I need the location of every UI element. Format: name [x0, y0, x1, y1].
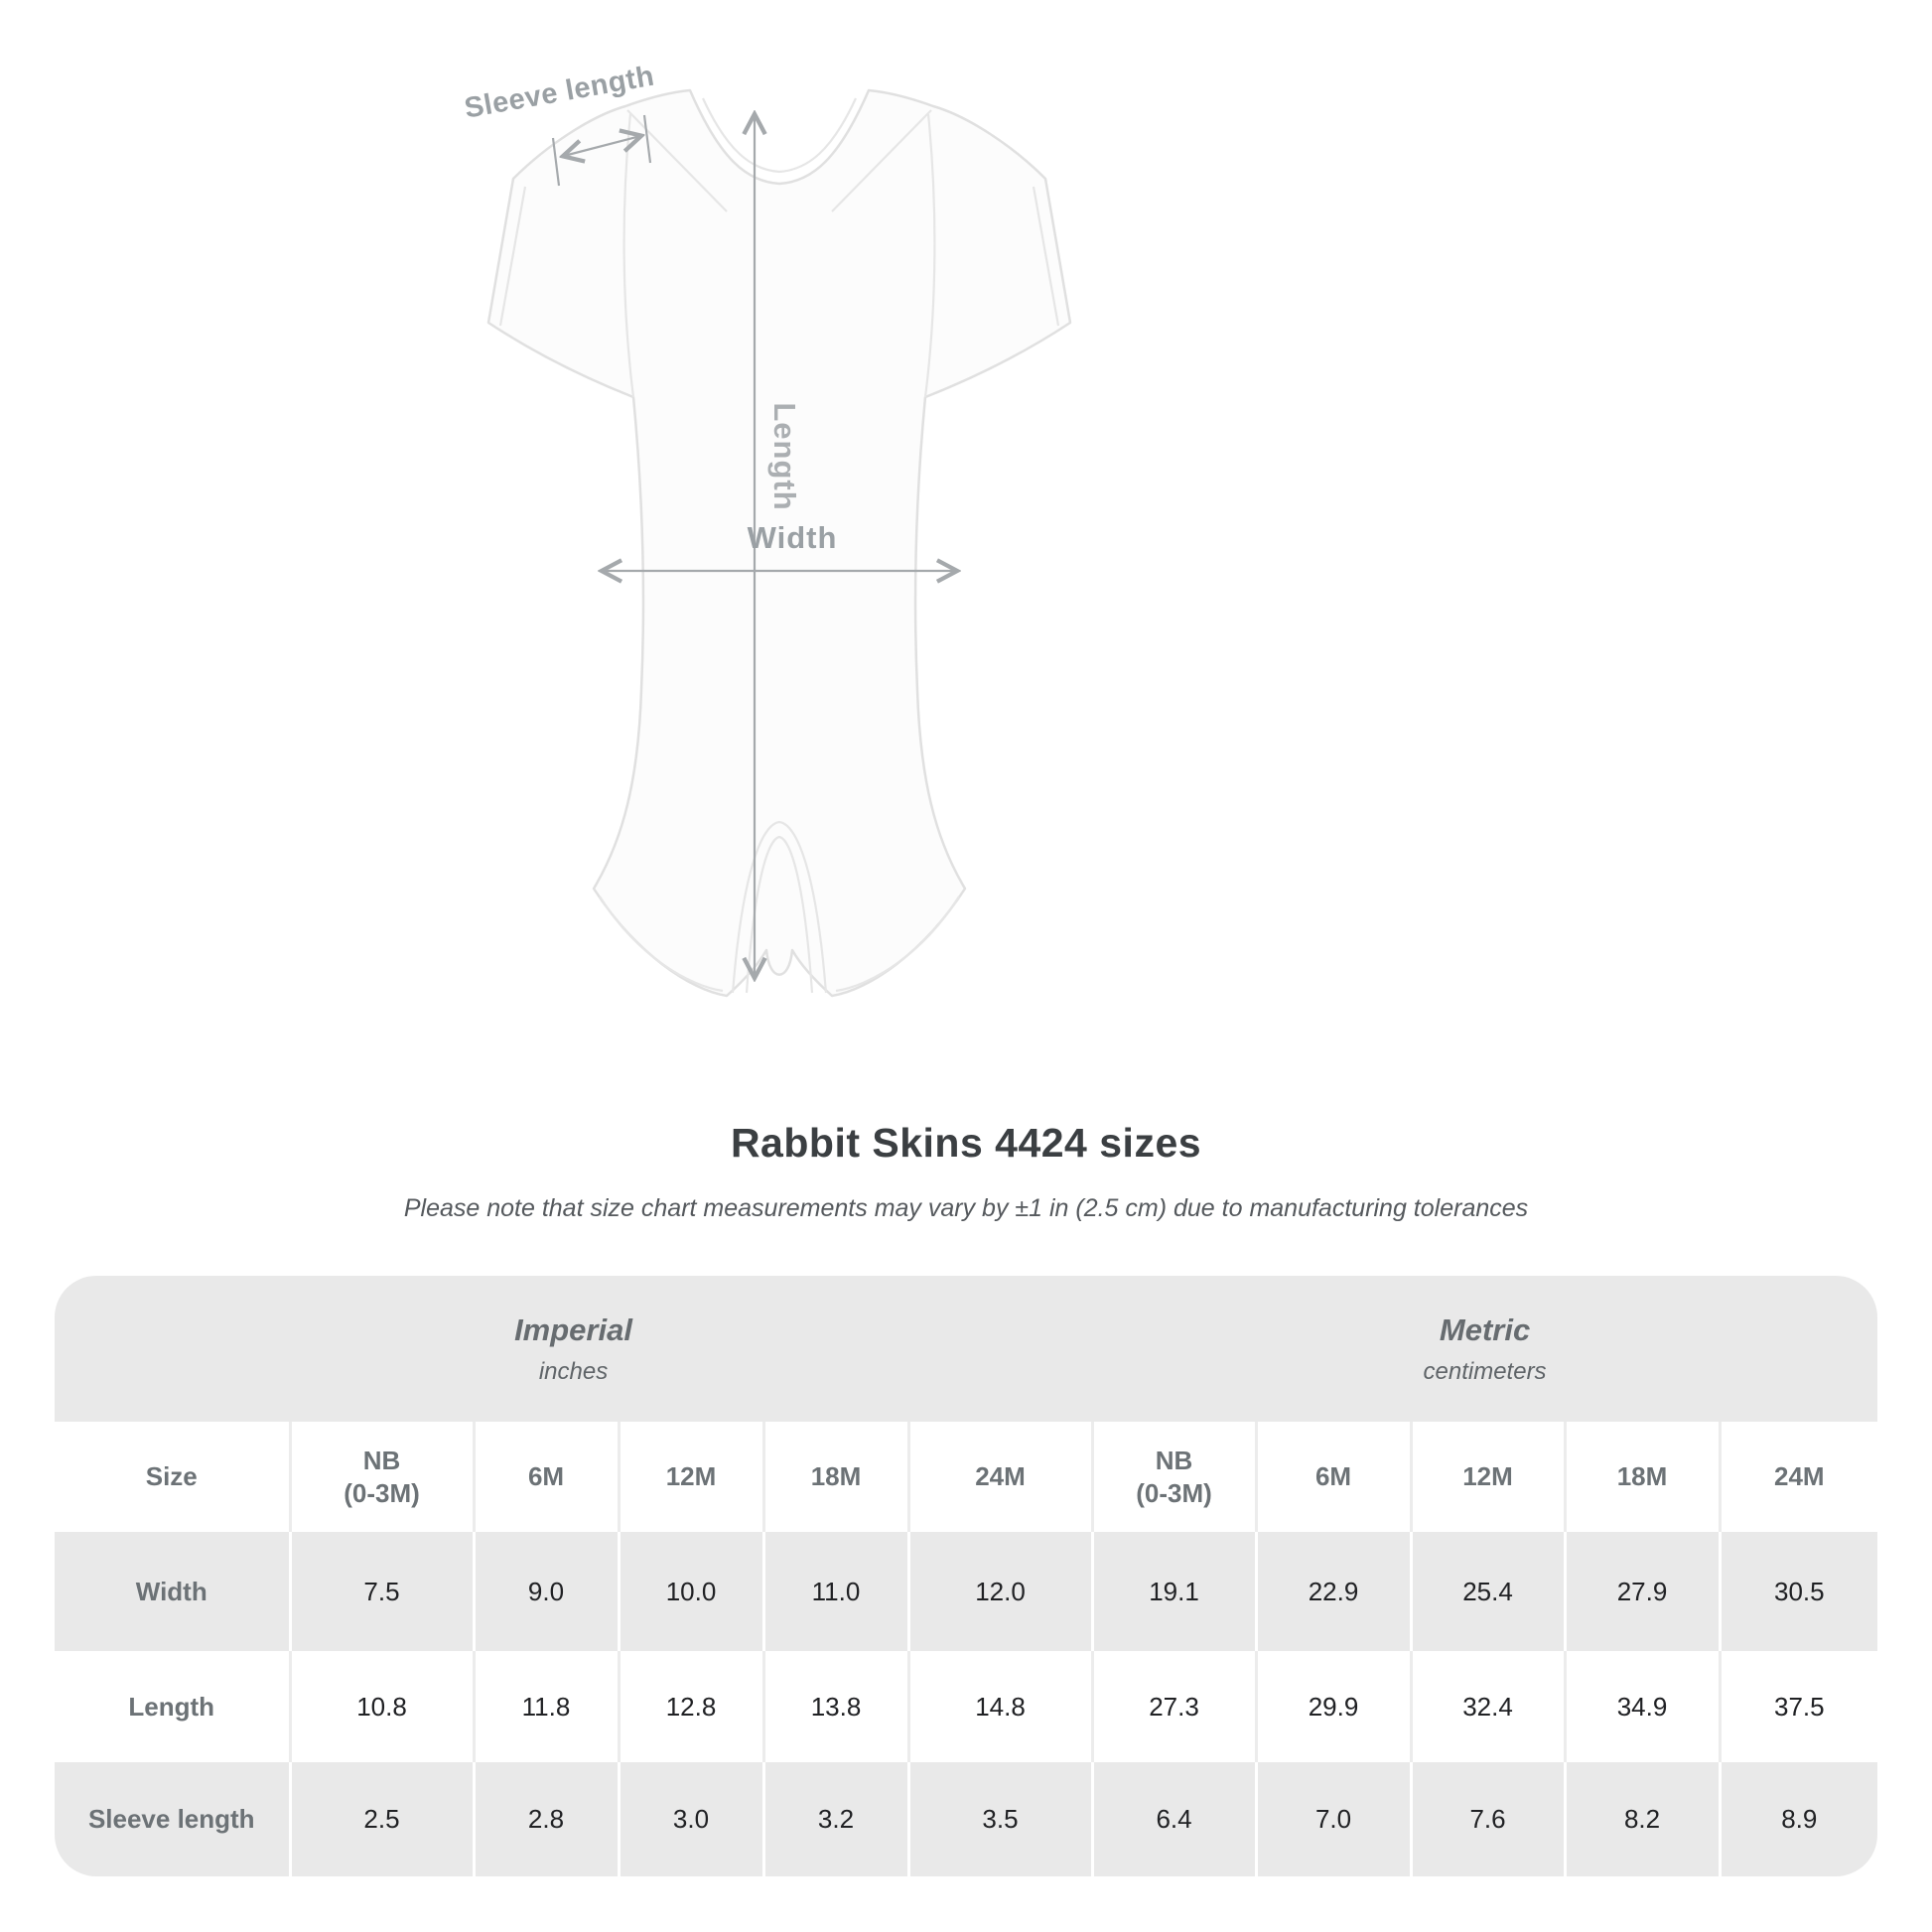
sleeve-length-measure-arrow	[551, 114, 652, 187]
cell: 29.9	[1254, 1651, 1412, 1762]
size-table: Imperial inches Metric centimeters Size …	[55, 1276, 1878, 1876]
size-column-header: Size	[55, 1422, 290, 1532]
page-title: Rabbit Skins 4424 sizes	[730, 1120, 1202, 1166]
imperial-group-header: Imperial inches	[55, 1276, 1093, 1422]
cell: 14.8	[906, 1651, 1093, 1762]
cell: 7.5	[288, 1532, 474, 1651]
cell: 11.0	[761, 1532, 908, 1651]
col-imperial-nb: NB (0-3M)	[288, 1422, 474, 1532]
col-metric-18m: 18M	[1563, 1422, 1721, 1532]
cell: 8.9	[1718, 1762, 1878, 1876]
cell: 12.8	[617, 1651, 763, 1762]
cell: 2.5	[288, 1762, 474, 1876]
cell: 19.1	[1090, 1532, 1257, 1651]
cell: 34.9	[1563, 1651, 1721, 1762]
unit-group-row: Imperial inches Metric centimeters	[55, 1276, 1878, 1422]
metric-label: Metric	[1439, 1311, 1531, 1347]
col-imperial-18m: 18M	[761, 1422, 908, 1532]
cell: 27.9	[1563, 1532, 1721, 1651]
table-row-length: Length 10.8 11.8 12.8 13.8 14.8 27.3 29.…	[55, 1651, 1878, 1762]
imperial-unit: inches	[538, 1357, 609, 1385]
cell: 6.4	[1090, 1762, 1257, 1876]
cell: 2.8	[472, 1762, 619, 1876]
cell: 3.5	[906, 1762, 1093, 1876]
col-metric-6m: 6M	[1254, 1422, 1412, 1532]
cell: 7.6	[1409, 1762, 1566, 1876]
col-metric-12m: 12M	[1409, 1422, 1566, 1532]
baby-bodysuit-diagram: Length Width Sleeve length	[462, 61, 1072, 998]
cell: 11.8	[472, 1651, 619, 1762]
tolerance-note: Please note that size chart measurements…	[403, 1194, 1529, 1222]
row-label-width: Width	[55, 1532, 290, 1651]
col-imperial-6m: 6M	[472, 1422, 619, 1532]
col-imperial-24m: 24M	[906, 1422, 1093, 1532]
col-metric-24m: 24M	[1718, 1422, 1878, 1532]
cell: 32.4	[1409, 1651, 1566, 1762]
metric-group-header: Metric centimeters	[1092, 1276, 1878, 1422]
width-label: Width	[748, 520, 838, 555]
imperial-label: Imperial	[514, 1311, 632, 1347]
row-label-sleeve-length: Sleeve length	[55, 1762, 290, 1876]
heading-block: Rabbit Skins 4424 sizes Please note that…	[0, 1120, 1932, 1223]
cell: 30.5	[1718, 1532, 1878, 1651]
col-metric-nb: NB (0-3M)	[1090, 1422, 1257, 1532]
cell: 27.3	[1090, 1651, 1257, 1762]
size-table-container: Imperial inches Metric centimeters Size …	[55, 1276, 1878, 1876]
cell: 37.5	[1718, 1651, 1878, 1762]
cell: 10.8	[288, 1651, 474, 1762]
cell: 9.0	[472, 1532, 619, 1651]
cell: 25.4	[1409, 1532, 1566, 1651]
cell: 22.9	[1254, 1532, 1412, 1651]
cell: 10.0	[617, 1532, 763, 1651]
cell: 3.2	[761, 1762, 908, 1876]
table-row-width: Width 7.5 9.0 10.0 11.0 12.0 19.1 22.9 2…	[55, 1532, 1878, 1651]
table-row-sleeve-length: Sleeve length 2.5 2.8 3.0 3.2 3.5 6.4 7.…	[55, 1762, 1878, 1876]
cell: 8.2	[1563, 1762, 1721, 1876]
col-imperial-12m: 12M	[617, 1422, 763, 1532]
cell: 3.0	[617, 1762, 763, 1876]
row-label-length: Length	[55, 1651, 290, 1762]
cell: 7.0	[1254, 1762, 1412, 1876]
metric-unit: centimeters	[1423, 1357, 1547, 1385]
column-header-row: Size NB (0-3M) 6M 12M 18M 24M NB (0-3M) …	[55, 1422, 1878, 1532]
cell: 12.0	[906, 1532, 1093, 1651]
length-label: Length	[767, 402, 802, 510]
cell: 13.8	[761, 1651, 908, 1762]
